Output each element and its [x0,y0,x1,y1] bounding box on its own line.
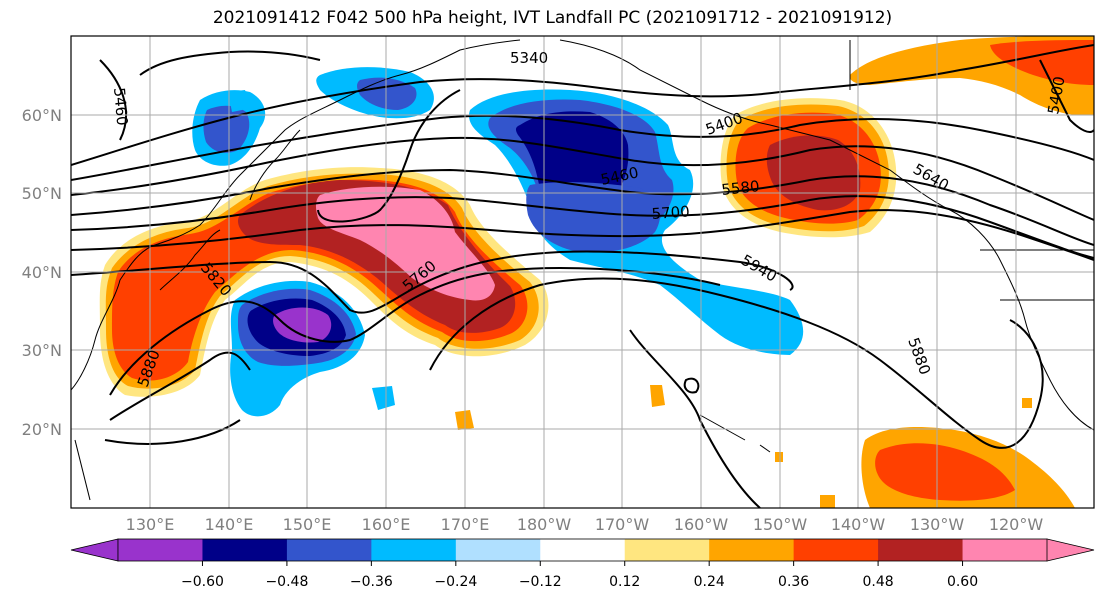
lon-label: 150°E [283,515,332,534]
lon-label: 170°E [441,515,490,534]
colorbar-segment [202,539,288,561]
colorbar-outline [117,538,1048,562]
lon-label: 130°E [126,515,175,534]
map-frame [70,35,1095,509]
lat-label: 60°N [22,106,62,125]
colorbar-tick-label: 0.48 [863,574,894,590]
colorbar-extend-max [1046,538,1095,562]
colorbar-segment [286,539,372,561]
lat-label: 50°N [22,184,62,203]
lat-label: 20°N [22,420,62,439]
colorbar-segment [793,539,879,561]
colorbar-segment [962,539,1048,561]
colorbar-segment [118,539,203,561]
colorbar-segment [709,539,795,561]
lon-label: 170°W [595,515,650,534]
colorbar-segment [878,539,964,561]
latitude-labels: 60°N 50°N 40°N 30°N 20°N [22,106,62,439]
colorbar-tick-label: −0.36 [350,574,393,590]
contour-label: 5580 [721,177,761,199]
colorbar-tick-label: 0.12 [609,574,640,590]
colorbar-tick-label: 0.60 [947,574,978,590]
lon-label: 140°E [205,515,254,534]
contour-label: 5340 [510,49,548,67]
map-title: 2021091412 F042 500 hPa height, IVT Land… [212,8,893,28]
longitude-labels: 130°E 140°E 150°E 160°E 170°E 180°W 170°… [126,515,1044,534]
contour-label: 5460 [110,87,131,127]
lat-label: 30°N [22,341,62,360]
colorbar: −0.60 −0.48 −0.36 −0.24 −0.12 0.12 0.24 0.36 0.4… [70,538,1095,590]
lon-label: 160°E [362,515,411,534]
colorbar-segment [624,539,710,561]
colorbar-segment [371,539,457,561]
colorbar-segment [540,539,626,561]
lon-label: 120°W [989,515,1044,534]
graticule [71,36,1094,508]
colorbar-tick-label: −0.24 [434,574,477,590]
lon-label: 180°W [517,515,572,534]
colorbar-segment [455,539,541,561]
colorbar-tick-label: −0.48 [265,574,308,590]
colorbar-tick-label: −0.60 [181,574,224,590]
colorbar-extend-min [70,538,119,562]
colorbar-tick-label: −0.12 [519,574,562,590]
colorbar-tick-label: 0.24 [694,574,725,590]
lon-label: 150°W [753,515,808,534]
colorbar-tick-label: 0.36 [778,574,809,590]
lon-label: 130°W [910,515,965,534]
lon-label: 140°W [831,515,886,534]
lat-label: 40°N [22,263,62,282]
contour-label: 5700 [651,202,690,223]
lon-label: 160°W [674,515,729,534]
